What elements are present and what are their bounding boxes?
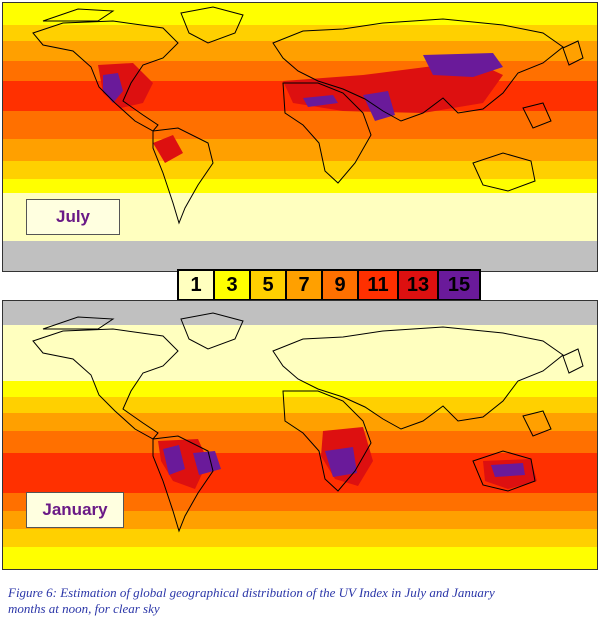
- uv-index-legend: 1 3 5 7 9 11 13 15: [177, 269, 481, 301]
- legend-3: 3: [215, 271, 251, 299]
- january-uv-bands: [3, 301, 597, 569]
- july-uv-bands: [3, 3, 597, 271]
- july-label: July: [26, 199, 120, 235]
- caption-line-2: months at noon, for clear sky: [8, 601, 160, 616]
- legend-13: 13: [399, 271, 439, 299]
- legend-5: 5: [251, 271, 287, 299]
- january-label: January: [26, 492, 124, 528]
- legend-15: 15: [439, 271, 479, 299]
- july-uv-map: [2, 2, 598, 272]
- figure-caption: Figure 6: Estimation of global geographi…: [8, 585, 588, 617]
- legend-1: 1: [179, 271, 215, 299]
- january-uv-map: [2, 300, 598, 570]
- legend-7: 7: [287, 271, 323, 299]
- legend-11: 11: [359, 271, 399, 299]
- legend-9: 9: [323, 271, 359, 299]
- caption-line-1: Figure 6: Estimation of global geographi…: [8, 585, 495, 600]
